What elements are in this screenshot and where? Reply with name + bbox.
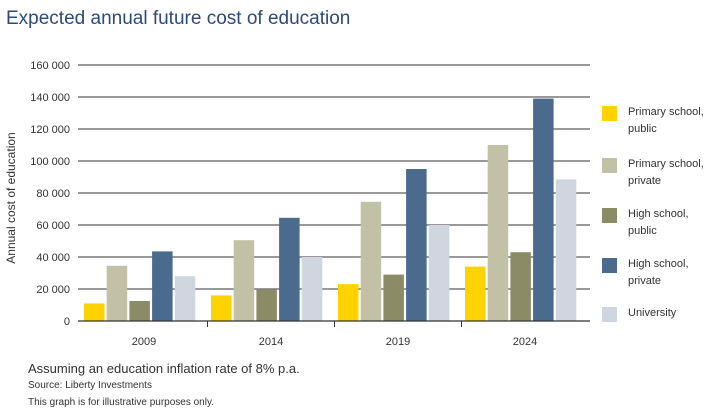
legend-item-high-private: High school, private xyxy=(602,256,718,290)
y-tick-label: 100 000 xyxy=(30,156,70,168)
bar xyxy=(279,217,300,321)
x-tick-label: 2014 xyxy=(259,336,283,348)
bar xyxy=(383,274,404,321)
y-tick-label: 60 000 xyxy=(36,220,70,232)
legend-item-high-public: High school, public xyxy=(602,206,718,240)
legend-label-line2: private xyxy=(628,175,662,187)
bar xyxy=(338,284,359,321)
bars xyxy=(84,98,577,321)
bar xyxy=(487,145,509,321)
legend-label: Primary school, private xyxy=(628,156,718,190)
legend-swatch xyxy=(602,307,617,322)
bar xyxy=(406,169,427,321)
y-tick-label: 80 000 xyxy=(36,188,70,200)
footnote-disclaimer: This graph is for illustrative purposes … xyxy=(28,397,215,408)
bar xyxy=(510,252,531,321)
legend-label-line2: public xyxy=(628,123,657,135)
y-tick-label: 20 000 xyxy=(36,284,70,296)
legend-label-line1: Primary school, xyxy=(628,158,704,170)
legend-swatch xyxy=(602,106,617,121)
legend-swatch xyxy=(602,208,617,223)
bar xyxy=(256,289,277,321)
legend-label-line2: private xyxy=(628,275,662,287)
legend-swatch xyxy=(602,258,617,273)
y-tick-label: 40 000 xyxy=(36,252,70,264)
legend-label-line1: High school, xyxy=(628,208,689,220)
legend-label: University xyxy=(628,305,718,322)
bar xyxy=(428,225,450,321)
y-axis-label: Annual cost of education xyxy=(4,132,18,263)
x-axis-ticks: 2009 2014 2019 2024 xyxy=(132,321,537,348)
legend-label: Primary school, public xyxy=(628,104,718,138)
legend-label-line1: High school, xyxy=(628,258,689,270)
bar xyxy=(233,240,255,321)
legend-label-line2: public xyxy=(628,225,657,237)
y-tick-label: 120 000 xyxy=(30,124,70,136)
legend-swatch xyxy=(602,158,617,173)
footnote-assumption: Assuming an education inflation rate of … xyxy=(28,361,300,376)
legend-item-university: University xyxy=(602,305,718,322)
bar xyxy=(555,179,577,321)
bar xyxy=(465,266,486,321)
bar xyxy=(211,295,232,321)
bar xyxy=(533,98,554,321)
bar xyxy=(360,201,382,321)
y-axis-ticks: 0 20 000 40 000 60 000 80 000 100 000 120 000 1… xyxy=(30,60,70,328)
legend-label-line1: University xyxy=(628,307,677,319)
legend-item-primary-private: Primary school, private xyxy=(602,156,718,190)
footnote-source: Source: Liberty Investments xyxy=(28,380,152,391)
y-tick-label: 160 000 xyxy=(30,60,70,72)
legend-label: High school, public xyxy=(628,206,718,240)
bar xyxy=(152,251,173,321)
bar xyxy=(129,301,150,321)
y-tick-label: 0 xyxy=(64,316,70,328)
y-tick-label: 140 000 xyxy=(30,92,70,104)
x-tick-label: 2019 xyxy=(386,336,410,348)
bar xyxy=(84,303,105,321)
bar xyxy=(106,265,128,321)
legend-label-line1: Primary school, xyxy=(628,106,704,118)
legend-label: High school, private xyxy=(628,256,718,290)
chart-title: Expected annual future cost of education xyxy=(6,8,351,29)
x-tick-label: 2009 xyxy=(132,336,156,348)
bar xyxy=(301,257,323,321)
legend-item-primary-public: Primary school, public xyxy=(602,104,718,138)
bar xyxy=(174,276,196,321)
x-tick-label: 2024 xyxy=(513,336,537,348)
